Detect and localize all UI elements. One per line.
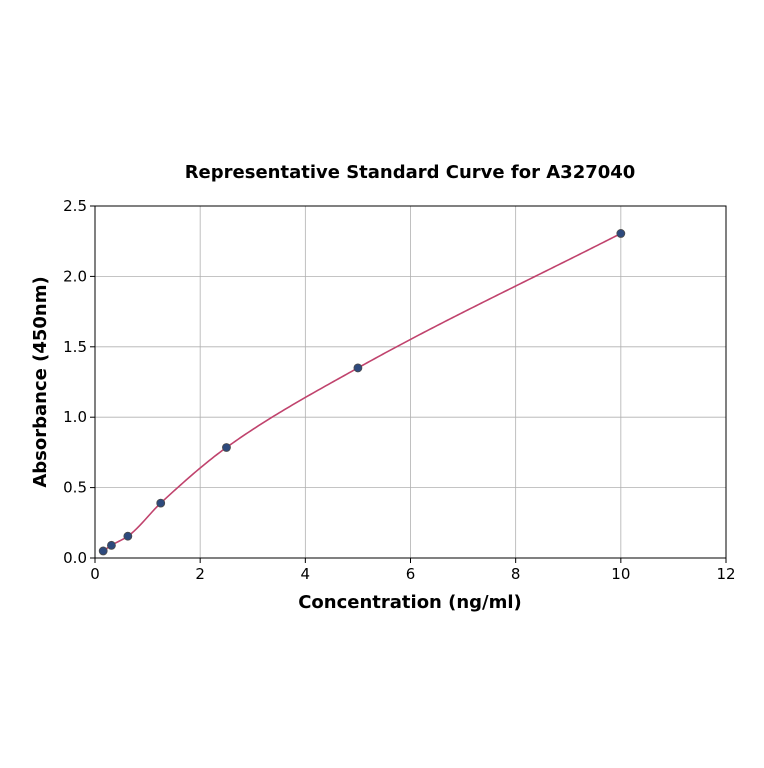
y-axis-label: Absorbance (450nm) bbox=[30, 276, 51, 487]
data-point bbox=[123, 531, 133, 541]
y-axis-ticks: 0.0 0.5 1.0 1.5 2.0 2.5 bbox=[63, 197, 95, 567]
y-tick-label: 0.5 bbox=[63, 479, 87, 497]
data-point bbox=[616, 229, 626, 238]
x-tick-label: 0 bbox=[90, 565, 100, 583]
x-tick-label: 10 bbox=[611, 565, 630, 583]
x-axis-ticks: 0 2 4 6 8 10 12 bbox=[90, 558, 736, 583]
y-tick-label: 2.5 bbox=[63, 197, 87, 215]
y-tick-label: 2.0 bbox=[63, 267, 87, 285]
data-points-layer bbox=[98, 229, 626, 556]
data-point bbox=[107, 540, 116, 550]
x-tick-label: 4 bbox=[301, 565, 311, 583]
y-tick-label: 0.0 bbox=[63, 549, 87, 567]
y-tick-label: 1.0 bbox=[63, 408, 87, 426]
data-point bbox=[222, 443, 231, 452]
data-point bbox=[98, 546, 108, 556]
x-axis-label: Concentration (ng/ml) bbox=[298, 592, 522, 613]
chart-title: Representative Standard Curve for A32704… bbox=[185, 162, 636, 183]
data-point bbox=[353, 363, 363, 373]
x-tick-label: 2 bbox=[195, 565, 205, 583]
x-tick-label: 8 bbox=[511, 565, 521, 583]
data-point bbox=[156, 498, 166, 508]
grid-lines bbox=[94, 205, 727, 559]
y-tick-label: 1.5 bbox=[63, 338, 87, 356]
fit-curve bbox=[102, 232, 622, 552]
fit-curve-layer bbox=[102, 232, 622, 552]
x-tick-label: 12 bbox=[716, 565, 735, 583]
x-tick-label: 6 bbox=[406, 565, 416, 583]
